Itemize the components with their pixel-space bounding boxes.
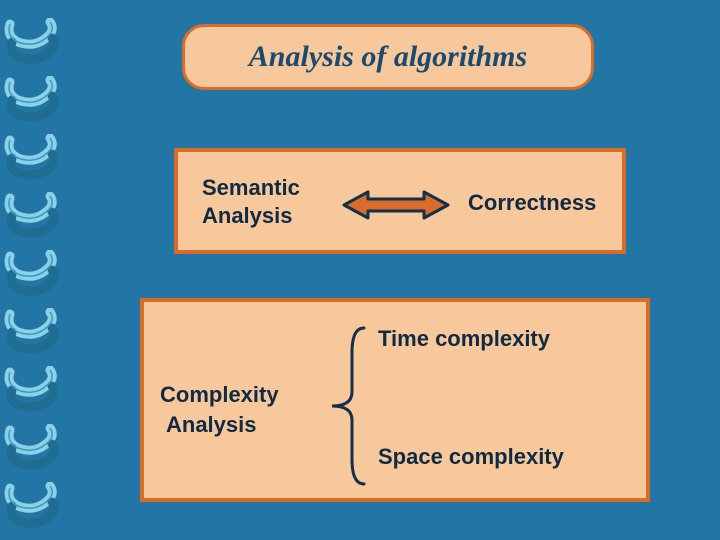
time-complexity-label: Time complexity [378,326,550,352]
double-arrow-icon [342,188,450,222]
label-line: Semantic [202,174,300,202]
curly-brace-icon [328,324,368,488]
semantic-analysis-box: Semantic Analysis Correctness [174,148,626,254]
space-complexity-label: Space complexity [378,444,564,470]
spiral-decoration [0,0,60,540]
slide-title: Analysis of algorithms [249,40,527,74]
complexity-analysis-box: Complexity Analysis Time complexity Spac… [140,298,650,502]
semantic-analysis-label: Semantic Analysis [202,174,300,229]
complexity-analysis-label: Complexity Analysis [160,380,279,439]
correctness-label: Correctness [468,190,596,216]
title-box: Analysis of algorithms [182,24,594,90]
label-line: Complexity [160,380,279,410]
label-line: Analysis [202,202,300,230]
label-line: Analysis [160,410,279,440]
